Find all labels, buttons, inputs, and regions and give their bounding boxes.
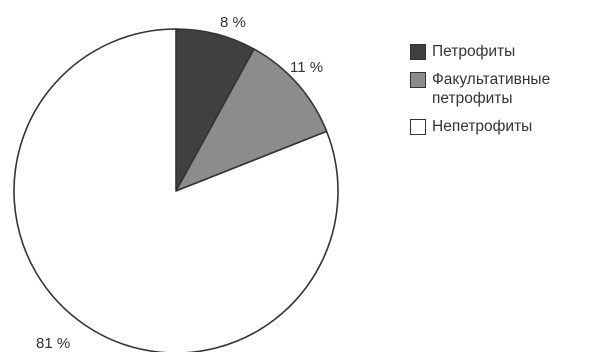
pie-data-label-1: 8 % [220, 14, 246, 31]
pie-slice-3 [13, 28, 339, 352]
pie-data-label-3: 81 % [36, 335, 70, 352]
legend-label-facultative-petrophytes: Факультативные петрофиты [432, 71, 551, 107]
legend-swatch-non-petrophytes [410, 119, 426, 135]
chart-legend: Петрофиты Факультативные петрофиты Непет… [410, 42, 605, 145]
pie-data-labels: 8 % 11 % 81 % [36, 14, 323, 352]
legend-item-petrophytes: Петрофиты [410, 42, 605, 61]
pie-slice-2 [175, 48, 328, 192]
pie-slices [13, 28, 339, 352]
legend-label-petrophytes: Петрофиты [432, 43, 516, 60]
legend-label-non-petrophytes: Непетрофиты [432, 118, 533, 135]
legend-swatch-petrophytes [410, 44, 426, 60]
legend-item-facultative-petrophytes: Факультативные петрофиты [410, 70, 605, 108]
pie-data-label-2: 11 % [290, 59, 323, 76]
legend-swatch-facultative-petrophytes [410, 72, 426, 88]
legend-item-non-petrophytes: Непетрофиты [410, 117, 605, 136]
